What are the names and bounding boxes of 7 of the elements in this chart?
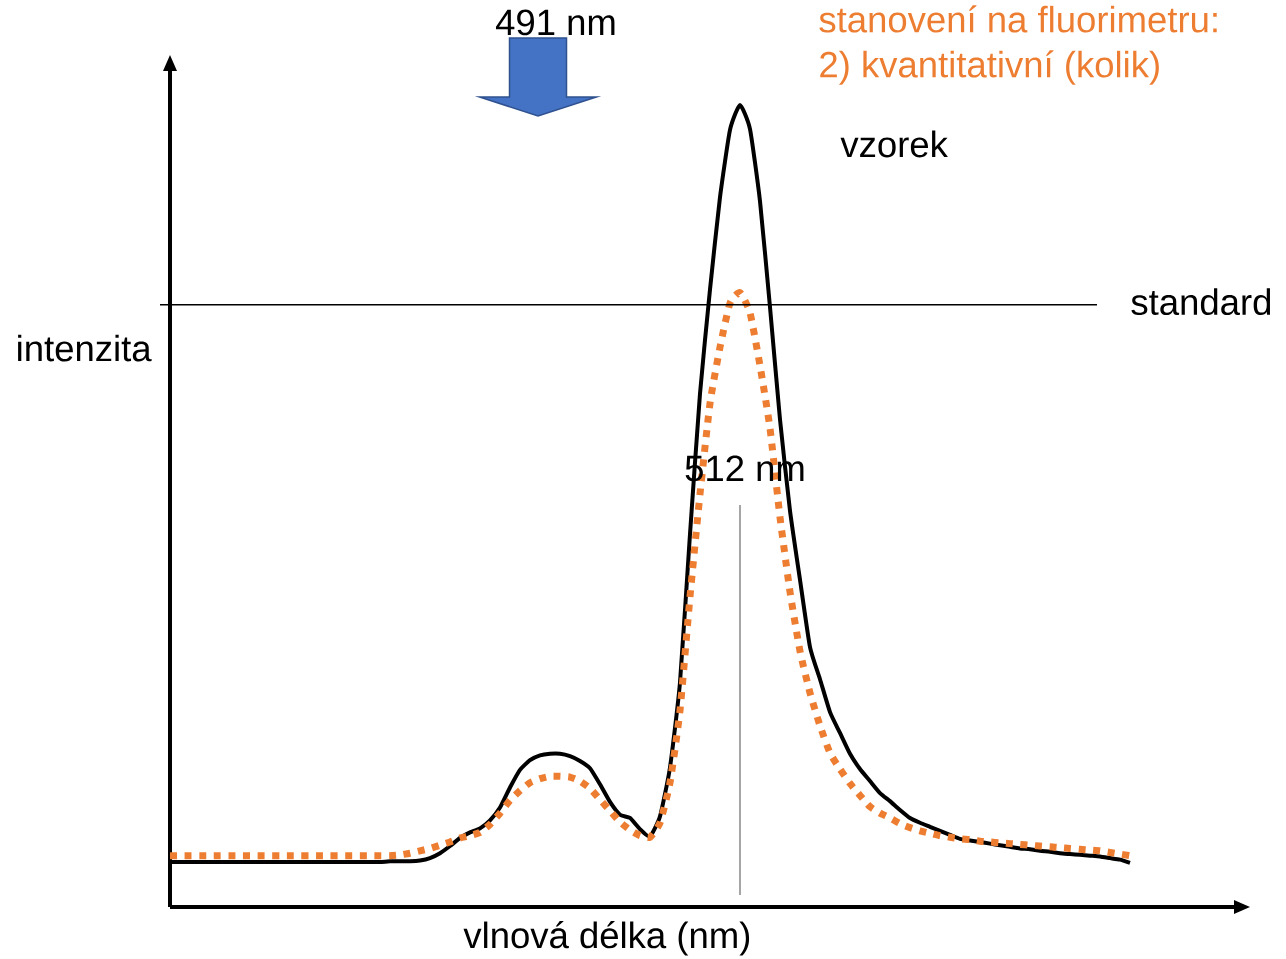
text: 491 nm (495, 9, 615, 36)
ref-line-label: standard (1131, 288, 1271, 316)
text: vzorek (840, 130, 948, 158)
chart-subtitle: 2) kvantitativní (kolik) (820, 50, 1159, 85)
chart-title: stanovení na fluorimetru: (819, 5, 1217, 33)
y-axis-title: intenzita (18, 334, 152, 362)
x-axis-title: vlnová délka (nm) (463, 921, 750, 956)
